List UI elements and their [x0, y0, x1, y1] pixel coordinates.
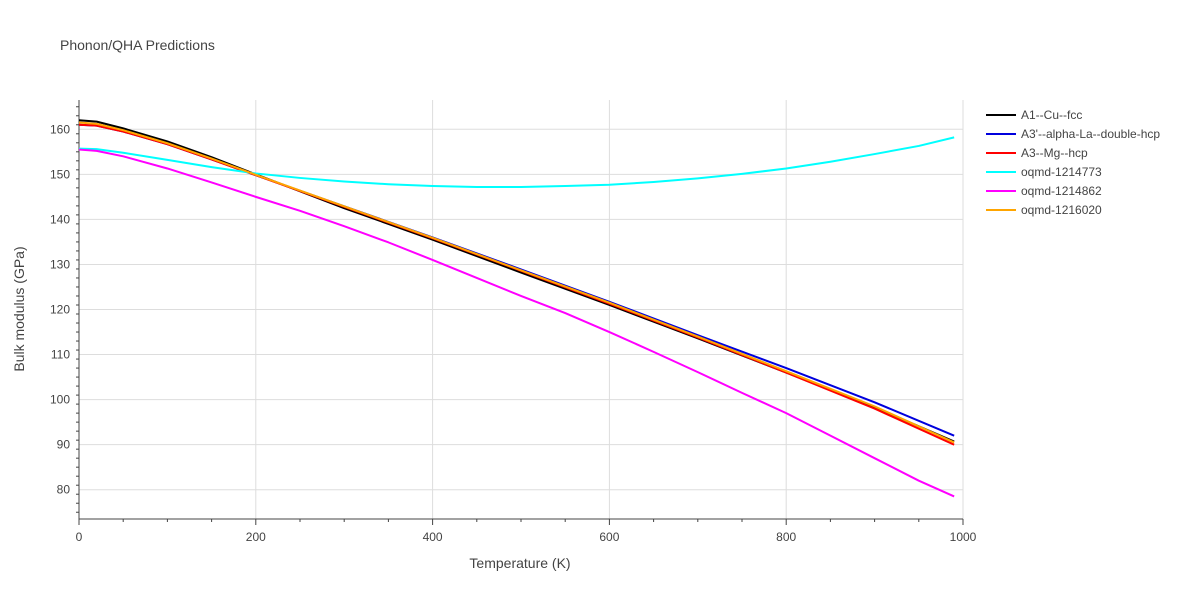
y-tick-label: 150: [50, 167, 70, 181]
series-line-1[interactable]: [78, 119, 955, 443]
grid: [79, 100, 964, 519]
y-tick-label: 80: [57, 483, 71, 497]
x-tick-label: 1000: [950, 530, 977, 544]
y-tick-label: 90: [57, 438, 71, 452]
legend-label: A3--Mg--hcp: [1021, 146, 1088, 160]
series-line-2[interactable]: [78, 123, 955, 437]
y-tick-label: 160: [50, 122, 70, 136]
series-line-5[interactable]: [78, 148, 955, 498]
axes: 0 200 400 600 800 1000 80 90 100 110 120 130 140 150 1…: [50, 100, 977, 544]
x-tick-label: 200: [246, 530, 266, 544]
x-tick-label: 800: [776, 530, 796, 544]
y-tick-label: 100: [50, 393, 70, 407]
legend-label: A3'--alpha-La--double-hcp: [1021, 127, 1160, 141]
legend[interactable]: A1--Cu--fcc A3'--alpha-La--double-hcp A3--…: [986, 108, 1160, 217]
series-lines[interactable]: [78, 119, 955, 498]
legend-item[interactable]: oqmd-1216020: [986, 203, 1102, 217]
x-tick-label: 400: [423, 530, 443, 544]
series-line-4[interactable]: [78, 136, 955, 188]
legend-item[interactable]: A3--Mg--hcp: [986, 146, 1088, 160]
y-axis-title: Bulk modulus (GPa): [11, 246, 27, 371]
legend-item[interactable]: oqmd-1214773: [986, 165, 1102, 179]
legend-label: oqmd-1216020: [1021, 203, 1102, 217]
legend-item[interactable]: A3'--alpha-La--double-hcp: [986, 127, 1160, 141]
y-tick-label: 110: [51, 348, 70, 362]
y-tick-label: 120: [50, 303, 70, 317]
legend-item[interactable]: A1--Cu--fcc: [986, 108, 1082, 122]
chart-title: Phonon/QHA Predictions: [60, 37, 215, 53]
legend-label: oqmd-1214773: [1021, 165, 1102, 179]
legend-label: oqmd-1214862: [1021, 184, 1102, 198]
series-line-3[interactable]: [78, 123, 955, 446]
y-tick-label: 140: [50, 212, 70, 226]
x-tick-label: 600: [599, 530, 619, 544]
x-axis-title: Temperature (K): [469, 555, 570, 571]
x-tick-label: 0: [76, 530, 83, 544]
series-line-6[interactable]: [78, 121, 955, 444]
y-tick-label: 130: [50, 257, 70, 271]
legend-item[interactable]: oqmd-1214862: [986, 184, 1102, 198]
legend-label: A1--Cu--fcc: [1021, 108, 1082, 122]
